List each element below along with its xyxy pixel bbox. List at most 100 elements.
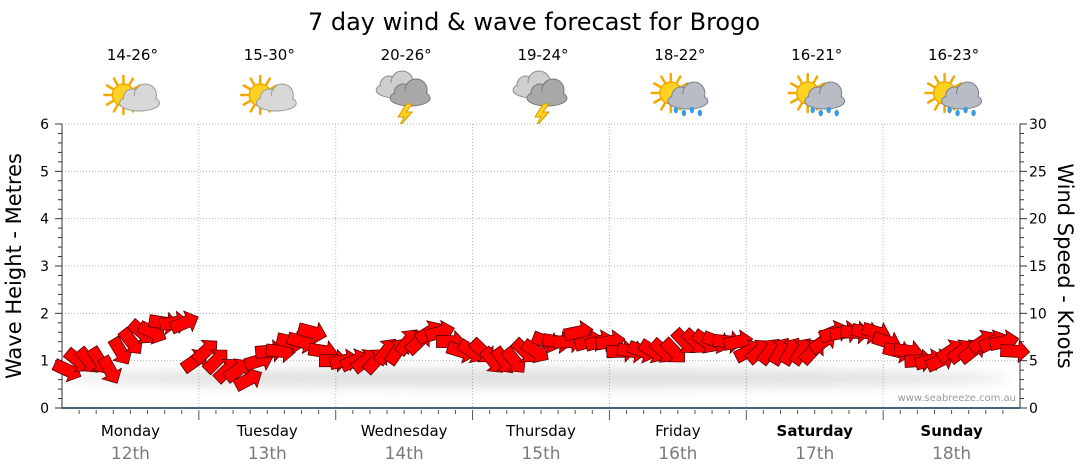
cloud-fill — [805, 94, 844, 108]
sun-ray — [242, 99, 252, 106]
sun-ray — [926, 82, 936, 89]
date-label: 17th — [795, 444, 834, 464]
sun-ray — [265, 77, 272, 86]
day-label: Thursday — [505, 422, 576, 440]
rain-drop — [963, 106, 968, 114]
sun-ray — [933, 102, 940, 111]
wind-arrow-shape — [117, 326, 143, 354]
rain-drop — [681, 109, 687, 117]
sun-ray — [949, 75, 956, 84]
rain-drop — [810, 106, 815, 114]
temp-range: 19-24° — [517, 46, 568, 64]
wind-arrow — [97, 354, 123, 384]
sun-ray — [105, 99, 115, 106]
temp-range: 16-21° — [791, 46, 842, 64]
sun-ray — [926, 97, 936, 104]
day-label: Saturday — [777, 422, 854, 440]
cloud-fill — [257, 96, 296, 110]
rain-drop — [689, 106, 695, 114]
sun-ray — [796, 75, 803, 84]
left-tick-label: 1 — [40, 354, 49, 370]
rain-drop — [818, 109, 823, 117]
sun-ray — [790, 97, 799, 104]
right-tick-label: 10 — [1029, 306, 1047, 322]
temp-range: 14-26° — [107, 46, 158, 64]
left-tick-label: 2 — [40, 306, 49, 322]
cloud-fill — [942, 94, 981, 108]
right-tick-label: 25 — [1029, 164, 1047, 180]
date-label: 12th — [111, 444, 150, 464]
day-label: Wednesday — [361, 422, 448, 440]
sun-ray — [812, 75, 819, 84]
sun-ray — [242, 84, 252, 91]
wind-arrow-shape — [201, 349, 228, 376]
day-label: Tuesday — [236, 422, 298, 440]
wind-arrow — [232, 367, 263, 393]
left-axis-title: Wave Height - Metres — [2, 153, 26, 379]
date-label: 15th — [521, 444, 560, 464]
right-axis-title: Wind Speed - Knots — [1053, 163, 1077, 368]
wind-shadow — [70, 368, 1010, 388]
wind-arrow — [296, 321, 328, 345]
wind-arrow-shape — [296, 321, 328, 345]
lightning-bolt — [397, 103, 414, 129]
date-label: 13th — [248, 444, 287, 464]
sun-ray — [933, 75, 940, 84]
chart-title: 7 day wind & wave forecast for Brogo — [308, 8, 760, 36]
sun-showers-icon — [787, 72, 846, 117]
sun-ray — [790, 82, 799, 89]
sun-ray — [953, 82, 963, 89]
left-tick-label: 4 — [40, 212, 49, 228]
temp-range: 20-26° — [381, 46, 432, 64]
right-tick-label: 20 — [1029, 212, 1047, 228]
left-tick-label: 0 — [40, 401, 49, 417]
rain-drop — [697, 109, 703, 117]
rain-drop — [955, 109, 960, 117]
left-tick-label: 6 — [40, 117, 49, 133]
sun-ray — [816, 82, 826, 89]
wind-arrow — [999, 339, 1031, 364]
partly-cloudy-icon — [103, 74, 160, 116]
rain-drop — [971, 109, 976, 117]
wind-arrow — [168, 310, 199, 335]
sun-ray — [675, 75, 682, 84]
watermark: www.seabreeze.com.au — [898, 393, 1016, 404]
date-label: 18th — [932, 444, 971, 464]
sun-showers-icon — [650, 72, 709, 117]
sun-ray — [660, 75, 667, 84]
axes: 0 1 2 3 4 5 6 0 5 10 15 20 25 30 — [40, 117, 1047, 417]
date-label: 16th — [658, 444, 697, 464]
temp-range: 18-22° — [654, 46, 705, 64]
rain-drop — [826, 106, 831, 114]
wind-arrow — [190, 339, 218, 366]
sun-ray — [653, 82, 662, 89]
temp-range: 16-23° — [928, 46, 979, 64]
day-header: 14-26° 15-30° 20-26° 19-24° 18-22° 16-21° 16-2… — [103, 46, 983, 129]
wind-arrow-shape — [999, 339, 1031, 364]
cloud-fill — [391, 91, 430, 105]
sun-ray — [660, 102, 667, 111]
wind-arrow-shape — [51, 358, 82, 383]
wind-arrow — [520, 337, 549, 364]
left-tick-label: 3 — [40, 259, 49, 275]
wind-arrow-shape — [520, 337, 549, 364]
wind-arrow — [659, 336, 686, 363]
wind-arrow — [51, 358, 82, 383]
thunderstorm-icon — [375, 70, 431, 129]
partly-cloudy-icon — [240, 74, 297, 116]
wind-arrow — [201, 349, 228, 376]
temp-range: 15-30° — [244, 46, 295, 64]
wind-arrow-shape — [168, 310, 199, 335]
wind-series — [51, 310, 1031, 393]
lightning-bolt — [534, 103, 551, 129]
wind-arrow-shape — [232, 367, 263, 393]
sun-ray — [249, 77, 256, 86]
sun-ray — [249, 104, 256, 113]
right-tick-label: 30 — [1029, 117, 1047, 133]
wind-arrow-shape — [97, 354, 123, 384]
rain-drop — [834, 109, 839, 117]
left-tick-label: 5 — [40, 164, 49, 180]
date-label: 14th — [385, 444, 424, 464]
sun-ray — [653, 97, 662, 104]
